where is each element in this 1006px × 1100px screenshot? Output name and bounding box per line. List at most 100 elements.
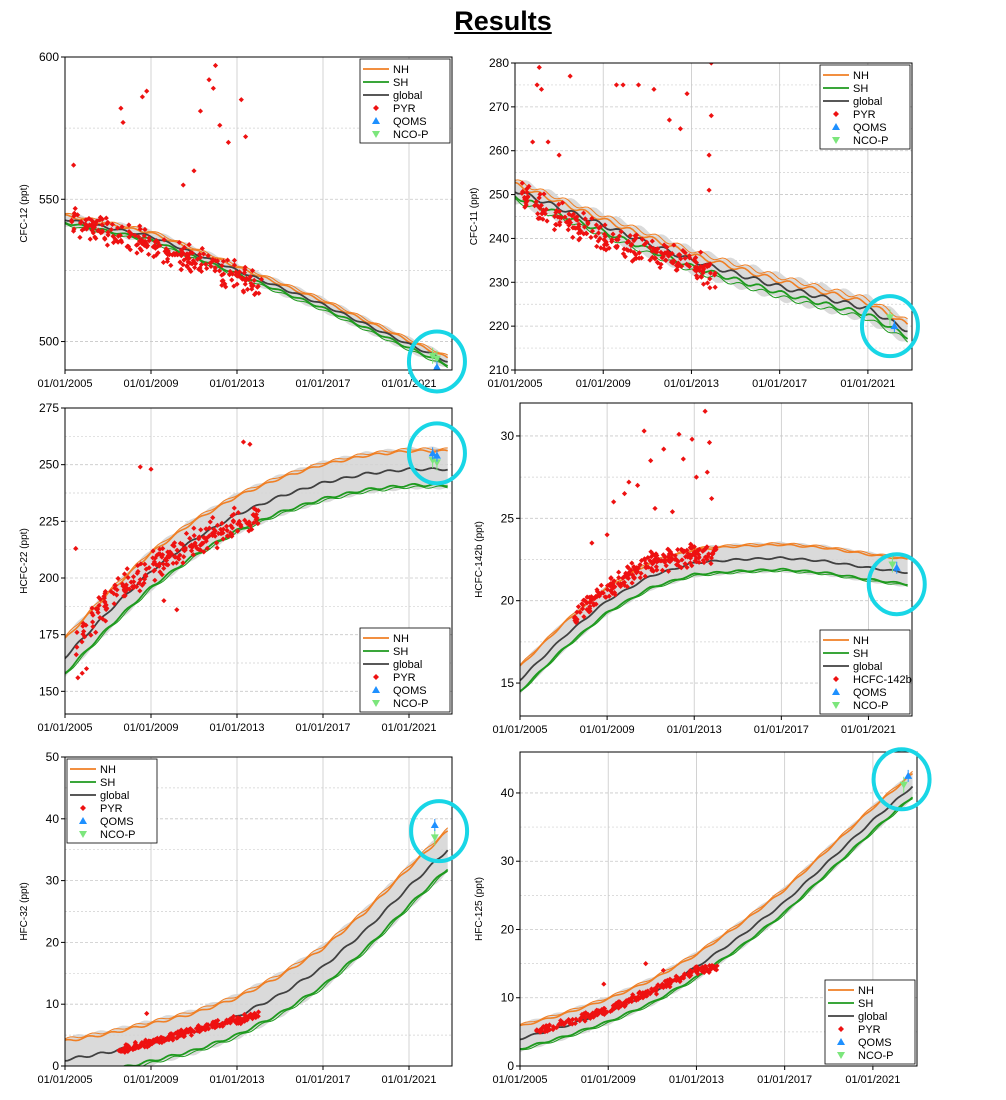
pyr-point	[602, 222, 608, 228]
highlight-circle	[406, 329, 467, 394]
pyr-point	[643, 961, 649, 967]
pyr-point	[554, 1024, 560, 1031]
x-tick-label: 01/01/2005	[37, 378, 92, 390]
pyr-point	[637, 994, 643, 1001]
pyr-point	[108, 588, 114, 595]
y-tick-label: 25	[501, 511, 515, 525]
pyr-point	[542, 211, 548, 217]
x-tick-label: 01/01/2009	[123, 1074, 178, 1086]
pyr-point	[83, 226, 90, 232]
pyr-point	[178, 267, 184, 273]
pyr-point	[125, 574, 131, 581]
pyr-point	[678, 256, 684, 262]
pyr-point	[136, 580, 142, 586]
x-tick-label: 01/01/2013	[669, 1074, 724, 1086]
pyr-point	[638, 570, 644, 576]
x-tick-label: 01/01/2021	[845, 1074, 900, 1086]
legend-label-nco: NCO-P	[853, 135, 888, 147]
pyr-point	[708, 113, 714, 119]
pyr-point	[185, 259, 191, 265]
pyr-point	[692, 267, 698, 273]
legend-box	[819, 64, 911, 150]
pyr-point	[666, 977, 672, 984]
pyr-point	[695, 971, 701, 977]
pyr-point	[546, 1023, 552, 1029]
pyr-point	[95, 227, 101, 233]
pyr-point	[621, 246, 627, 252]
series-nh	[65, 830, 449, 1042]
pyr-point	[596, 225, 602, 231]
pyr-point	[557, 214, 563, 221]
pyr-point	[669, 509, 676, 515]
pyr-point	[102, 618, 109, 624]
pyr-point	[706, 551, 712, 557]
pyr-point	[633, 997, 639, 1003]
pyr-point	[112, 583, 118, 589]
pyr-point	[120, 1048, 126, 1054]
pyr-point	[210, 85, 216, 91]
pyr-point	[524, 189, 530, 195]
legend-swatch-pyr	[373, 674, 379, 680]
series-pyr	[116, 1009, 262, 1055]
legend-label-sh: SH	[100, 777, 115, 789]
pyr-point	[166, 1036, 172, 1042]
pyr-point	[590, 1010, 596, 1016]
pyr-point	[126, 222, 132, 228]
x-tick-label: 01/01/2005	[492, 724, 547, 736]
pyr-point	[685, 972, 691, 978]
pyr-point	[163, 246, 169, 252]
pyr-point	[142, 561, 148, 567]
pyr-point	[111, 601, 117, 607]
pyr-point	[556, 152, 562, 158]
pyr-point	[693, 254, 699, 261]
series-sh	[122, 868, 449, 1066]
pyr-point	[253, 517, 259, 523]
pyr-point	[156, 563, 162, 569]
pyr-point	[604, 242, 610, 248]
x-tick-label: 01/01/2017	[295, 722, 350, 734]
pyr-point	[238, 523, 244, 530]
pyr-point	[701, 969, 707, 975]
pyr-point	[246, 519, 252, 525]
pyr-point	[544, 218, 550, 224]
pyr-point	[182, 547, 188, 553]
pyr-point	[212, 265, 218, 271]
pyr-point	[583, 599, 589, 605]
legend-swatch-nco	[837, 1052, 845, 1059]
pyr-point	[216, 268, 223, 274]
pyr-point	[220, 277, 226, 284]
pyr-point	[198, 1027, 205, 1033]
pyr-point	[238, 1020, 244, 1027]
pyr-point	[553, 221, 559, 228]
y-tick-label: 240	[489, 231, 509, 245]
pyr-point	[602, 1010, 608, 1016]
series-pyr	[73, 439, 261, 681]
pyr-point	[225, 139, 231, 145]
pyr-point	[657, 264, 663, 271]
y-tick-label: 600	[39, 50, 59, 64]
pyr-point	[177, 552, 183, 558]
pyr-point	[258, 276, 265, 282]
pyr-point	[206, 525, 212, 531]
pyr-point	[711, 965, 718, 972]
qoms-point	[890, 322, 899, 330]
pyr-point	[713, 967, 720, 973]
pyr-point	[622, 254, 628, 260]
y-tick-label: 20	[501, 594, 515, 608]
pyr-point	[633, 252, 639, 258]
pyr-point	[539, 211, 545, 217]
pyr-point	[101, 593, 107, 599]
pyr-point	[219, 1022, 225, 1028]
legend-swatch-qoms	[832, 688, 840, 695]
pyr-point	[197, 547, 204, 553]
pyr-point	[607, 1008, 614, 1015]
legend-label-nco: NCO-P	[100, 829, 135, 841]
pyr-point	[147, 1038, 153, 1045]
pyr-point	[620, 580, 626, 586]
pyr-point	[202, 1024, 208, 1031]
legend-box	[359, 58, 451, 144]
pyr-point	[235, 521, 241, 527]
pyr-point	[662, 557, 668, 563]
pyr-point	[707, 270, 714, 276]
